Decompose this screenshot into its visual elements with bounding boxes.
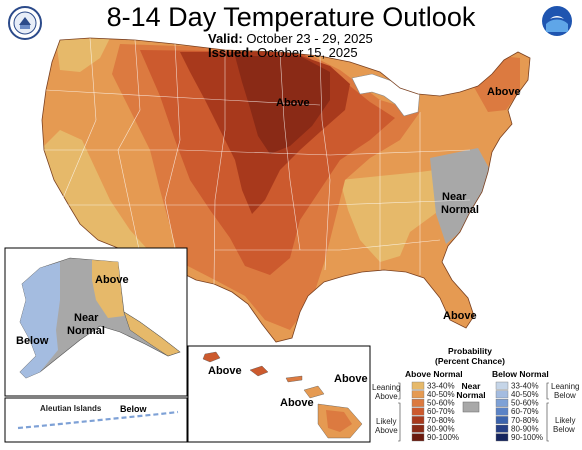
legend-leaning-below-1: Leaning [551, 382, 579, 391]
hawaii-oahu [249, 365, 269, 377]
legend-below-swatch-1 [495, 390, 509, 399]
legend-above-swatch-2 [411, 399, 425, 407]
zone-near-normal-east [430, 148, 490, 244]
legend-below-bin-label-4: 70-80% [511, 416, 539, 425]
legend-above-bin-label-3: 60-70% [427, 407, 455, 416]
label-above-northeast: Above [487, 86, 521, 98]
conus-outlook: Above Above Near Normal Above [41, 37, 531, 343]
legend-above-header: Above Normal [405, 369, 463, 379]
legend-title-1: Probability [448, 346, 492, 356]
alaska-inset: Above Near Normal Below [4, 247, 188, 397]
legend: Probability (Percent Chance) Above Norma… [372, 346, 579, 442]
legend-below-swatch-3 [495, 407, 509, 416]
legend-below-swatch-2 [495, 399, 509, 407]
hawaii-big-island-core [326, 410, 352, 432]
aleutian-chain [17, 410, 179, 430]
zone-80-90-north [235, 56, 330, 154]
legend-leaning-above-1: Leaning [372, 383, 400, 392]
valid-dates: Valid: October 23 - 29, 2025 [208, 31, 373, 46]
legend-above-bin-label-4: 70-80% [427, 416, 455, 425]
legend-above-swatch-3 [411, 407, 425, 416]
canada-background [350, 56, 478, 96]
aleutian-inset: Aleutian Islands Below [4, 397, 188, 443]
legend-leaning-above-2: Above [375, 392, 398, 401]
legend-likely-above-2: Above [375, 426, 398, 435]
legend-near-normal-swatch [462, 401, 480, 413]
label-alaska-near-1: Near [74, 312, 99, 324]
legend-below-bin-label-5: 80-90% [511, 424, 539, 433]
alaska-above-zone [92, 260, 124, 318]
alaska-below-zone [20, 262, 60, 378]
legend-above-bin-label-0: 33-40% [427, 381, 455, 390]
legend-above-swatches: 33-40%40-50%50-60%60-70%70-80%80-90%90-1… [411, 381, 459, 442]
legend-above-swatch-0 [411, 381, 425, 390]
legend-below-swatch-6 [495, 433, 509, 442]
legend-leaning-below-2: Below [554, 391, 576, 400]
valid-label: Valid: [208, 31, 243, 46]
legend-near-2: Normal [456, 390, 485, 400]
label-alaska-below: Below [16, 335, 49, 347]
issued-date: Issued: October 15, 2025 [208, 45, 358, 60]
zone-33-40-west [42, 130, 150, 252]
legend-above-bin-label-5: 80-90% [427, 424, 455, 433]
legend-title-2: (Percent Chance) [435, 356, 505, 366]
legend-below-swatch-4 [495, 416, 509, 424]
label-alaska-near-2: Normal [67, 325, 105, 337]
label-alaska-above: Above [95, 274, 129, 286]
legend-above-swatch-6 [411, 433, 425, 442]
hawaii-molokai [285, 375, 303, 383]
legend-below-bin-label-0: 33-40% [511, 381, 539, 390]
legend-below-bin-label-6: 90-100% [511, 433, 543, 442]
noaa-bird-icon [543, 7, 571, 35]
issued-value: October 15, 2025 [257, 45, 358, 60]
zone-33-40-northwest [56, 38, 110, 72]
legend-likely-below-1: Likely [555, 416, 575, 425]
issued-label: Issued: [208, 45, 254, 60]
legend-below-bin-label-2: 50-60% [511, 399, 539, 408]
legend-likely-above-1: Likely [376, 417, 396, 426]
legend-below-swatches: 33-40%40-50%50-60%60-70%70-80%80-90%90-1… [495, 381, 543, 442]
doc-seal-logo [8, 6, 42, 40]
hawaii-inset: Above Above Above [187, 345, 371, 443]
legend-above-swatch-4 [411, 416, 425, 424]
label-hawaii-above-1: Above [208, 365, 242, 377]
label-above-florida: Above [443, 310, 477, 322]
legend-near-1: Near [462, 381, 482, 391]
label-near-normal-east-2: Normal [441, 204, 479, 216]
legend-above-bin-label-1: 40-50% [427, 390, 455, 399]
legend-below-header: Below Normal [492, 369, 549, 379]
legend-likely-below-2: Below [553, 425, 575, 434]
hawaii-kauai [202, 351, 221, 363]
legend-below-bin-label-3: 60-70% [511, 407, 539, 416]
legend-above-swatch-5 [411, 424, 425, 433]
legend-below-swatch-5 [495, 424, 509, 433]
label-hawaii-above-2: Above [334, 373, 368, 385]
alaska-panhandle [123, 311, 181, 357]
state-boundaries [44, 37, 471, 285]
label-near-normal-east-1: Near [442, 191, 467, 203]
legend-below-bin-label-1: 40-50% [511, 390, 539, 399]
doc-seal-icon [13, 11, 37, 35]
label-hawaii-above-3: Above [280, 397, 314, 409]
label-aleutian-below: Below [120, 404, 148, 414]
hawaii-maui [303, 385, 325, 399]
valid-value: October 23 - 29, 2025 [246, 31, 373, 46]
legend-above-bin-label-6: 90-100% [427, 433, 459, 442]
noaa-logo [542, 6, 572, 36]
label-aleutian-title: Aleutian Islands [40, 404, 102, 413]
legend-below-swatch-0 [495, 381, 509, 390]
page-title: 8-14 Day Temperature Outlook [106, 2, 476, 32]
legend-above-bin-label-2: 50-60% [427, 399, 455, 408]
legend-above-swatch-1 [411, 390, 425, 399]
label-above-north: Above [276, 97, 310, 109]
